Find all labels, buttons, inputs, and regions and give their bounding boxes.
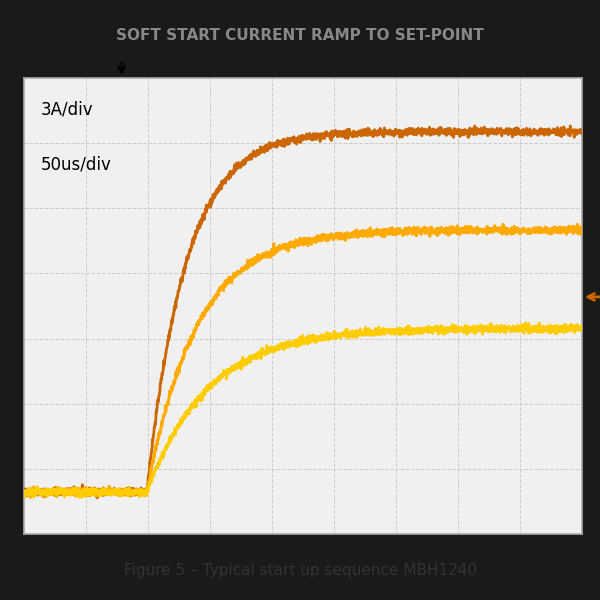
Text: SOFT START CURRENT RAMP TO SET-POINT: SOFT START CURRENT RAMP TO SET-POINT <box>116 28 484 43</box>
Text: 3A/div: 3A/div <box>41 101 94 119</box>
Text: 50us/div: 50us/div <box>41 155 112 173</box>
Text: Figure 5 – Typical start up sequence MBH1240: Figure 5 – Typical start up sequence MBH… <box>124 563 476 577</box>
